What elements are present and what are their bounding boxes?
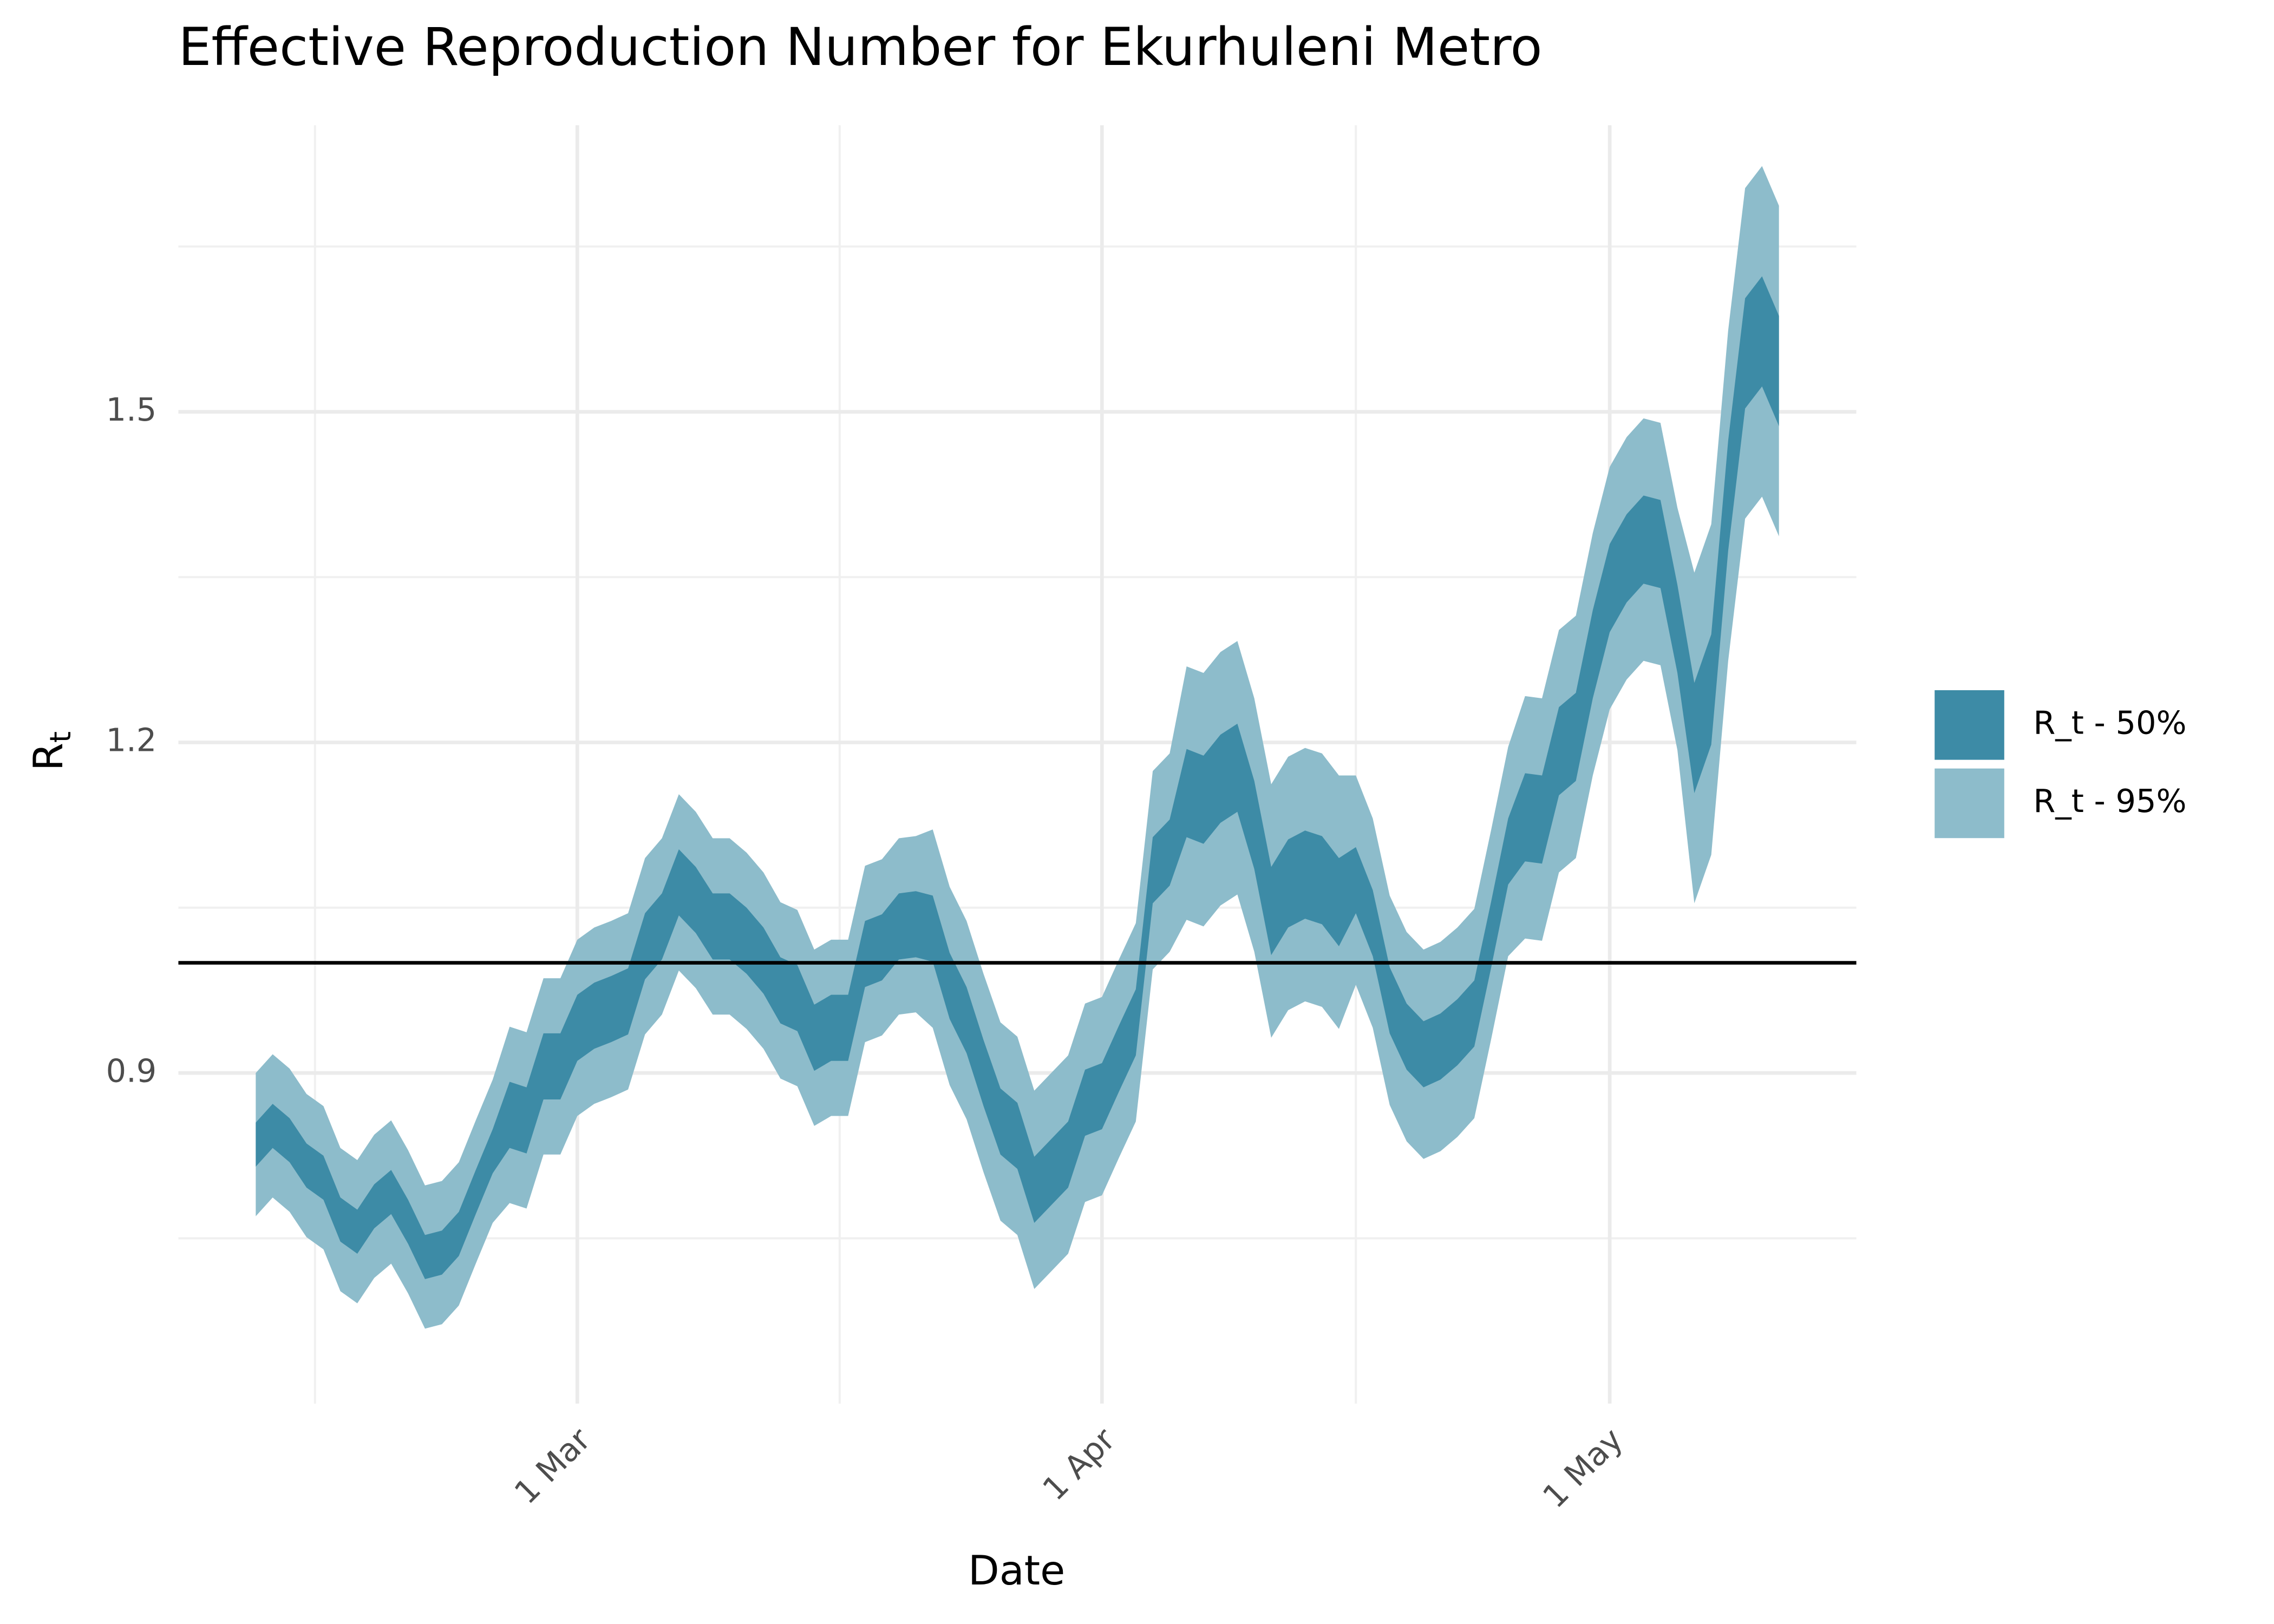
chart-title: Effective Reproduction Number for Ekurhu… bbox=[178, 17, 1542, 77]
legend-key bbox=[1935, 690, 2004, 760]
legend-label: R_t - 50% bbox=[2033, 704, 2186, 741]
plot-area bbox=[178, 166, 1857, 1329]
legend-key bbox=[1935, 768, 2004, 839]
legend-label: R_t - 95% bbox=[2033, 782, 2186, 820]
y-tick-label: 1.5 bbox=[106, 391, 157, 428]
y-tick-label: 1.2 bbox=[106, 722, 157, 759]
ribbon bbox=[256, 276, 1779, 1279]
y-axis-title-base: R bbox=[24, 743, 71, 771]
y-axis-title: Rt bbox=[24, 731, 77, 771]
x-axis-title: Date bbox=[968, 1547, 1065, 1594]
legend: R_t - 50% R_t - 95% bbox=[1935, 690, 2186, 839]
y-tick-label: 0.9 bbox=[106, 1052, 157, 1089]
y-axis-title-subscript: t bbox=[43, 731, 77, 743]
